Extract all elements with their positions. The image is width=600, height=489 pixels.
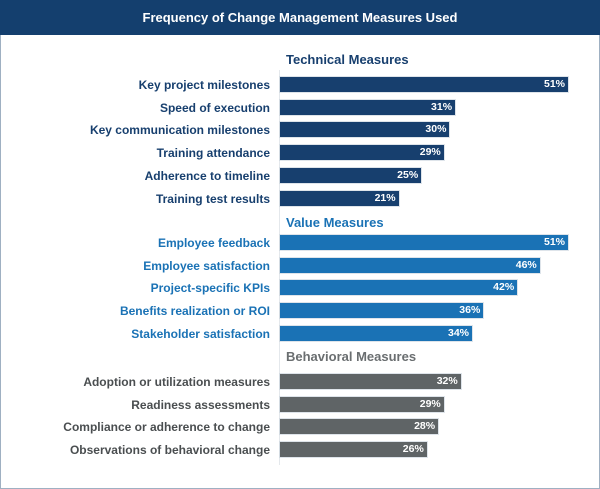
bar: 28%: [280, 419, 439, 435]
category-label: Speed of execution: [159, 100, 270, 115]
data-label: 46%: [515, 258, 537, 271]
section-heading: Behavioral Measures: [286, 349, 417, 364]
bar: 31%: [280, 99, 456, 115]
data-label: 25%: [397, 168, 419, 181]
category-label: Observations of behavioral change: [69, 443, 270, 458]
bar: 30%: [280, 122, 450, 138]
data-label: 28%: [414, 420, 436, 433]
category-label: Adherence to timeline: [144, 168, 270, 183]
data-label: 21%: [374, 191, 396, 204]
data-label: 26%: [402, 443, 424, 456]
category-label: Employee feedback: [157, 236, 270, 250]
category-label: Adoption or utilization measures: [83, 375, 270, 389]
bar: 51%: [280, 77, 568, 92]
category-label: Training test results: [155, 191, 270, 206]
data-label: 31%: [431, 100, 453, 113]
data-label: 51%: [543, 78, 565, 90]
chart-title: Frequency of Change Management Measures …: [0, 0, 600, 35]
bar: 29%: [280, 396, 444, 412]
category-label: Compliance or adherence to change: [63, 420, 270, 435]
section-heading: Value Measures: [286, 215, 384, 230]
bar: 36%: [280, 303, 484, 319]
bar: 34%: [280, 325, 472, 341]
category-label: Project-specific KPIs: [150, 281, 270, 296]
data-label: 30%: [425, 123, 447, 136]
data-label: 34%: [447, 326, 469, 339]
bar: 46%: [280, 257, 540, 273]
bar: 25%: [280, 167, 422, 183]
category-label: Key project milestones: [138, 78, 270, 92]
axis-line: [279, 70, 280, 465]
section-heading: Technical Measures: [286, 52, 409, 67]
data-label: 29%: [419, 397, 441, 410]
bar: 51%: [280, 235, 568, 250]
bar: 42%: [280, 280, 518, 296]
data-label: 51%: [543, 236, 565, 248]
bar: 29%: [280, 145, 444, 161]
bar: 32%: [280, 374, 461, 389]
category-label: Benefits realization or ROI: [119, 304, 270, 319]
category-label: Key communication milestones: [89, 123, 270, 138]
data-label: 42%: [493, 281, 515, 294]
data-label: 36%: [459, 304, 481, 317]
bar: 21%: [280, 190, 399, 206]
bar: 26%: [280, 442, 427, 458]
data-label: 29%: [419, 146, 441, 159]
category-label: Training attendance: [156, 146, 270, 161]
category-label: Readiness assessments: [131, 397, 270, 412]
data-label: 32%: [436, 375, 458, 387]
category-label: Employee satisfaction: [143, 258, 270, 273]
category-label: Stakeholder satisfaction: [131, 326, 270, 341]
